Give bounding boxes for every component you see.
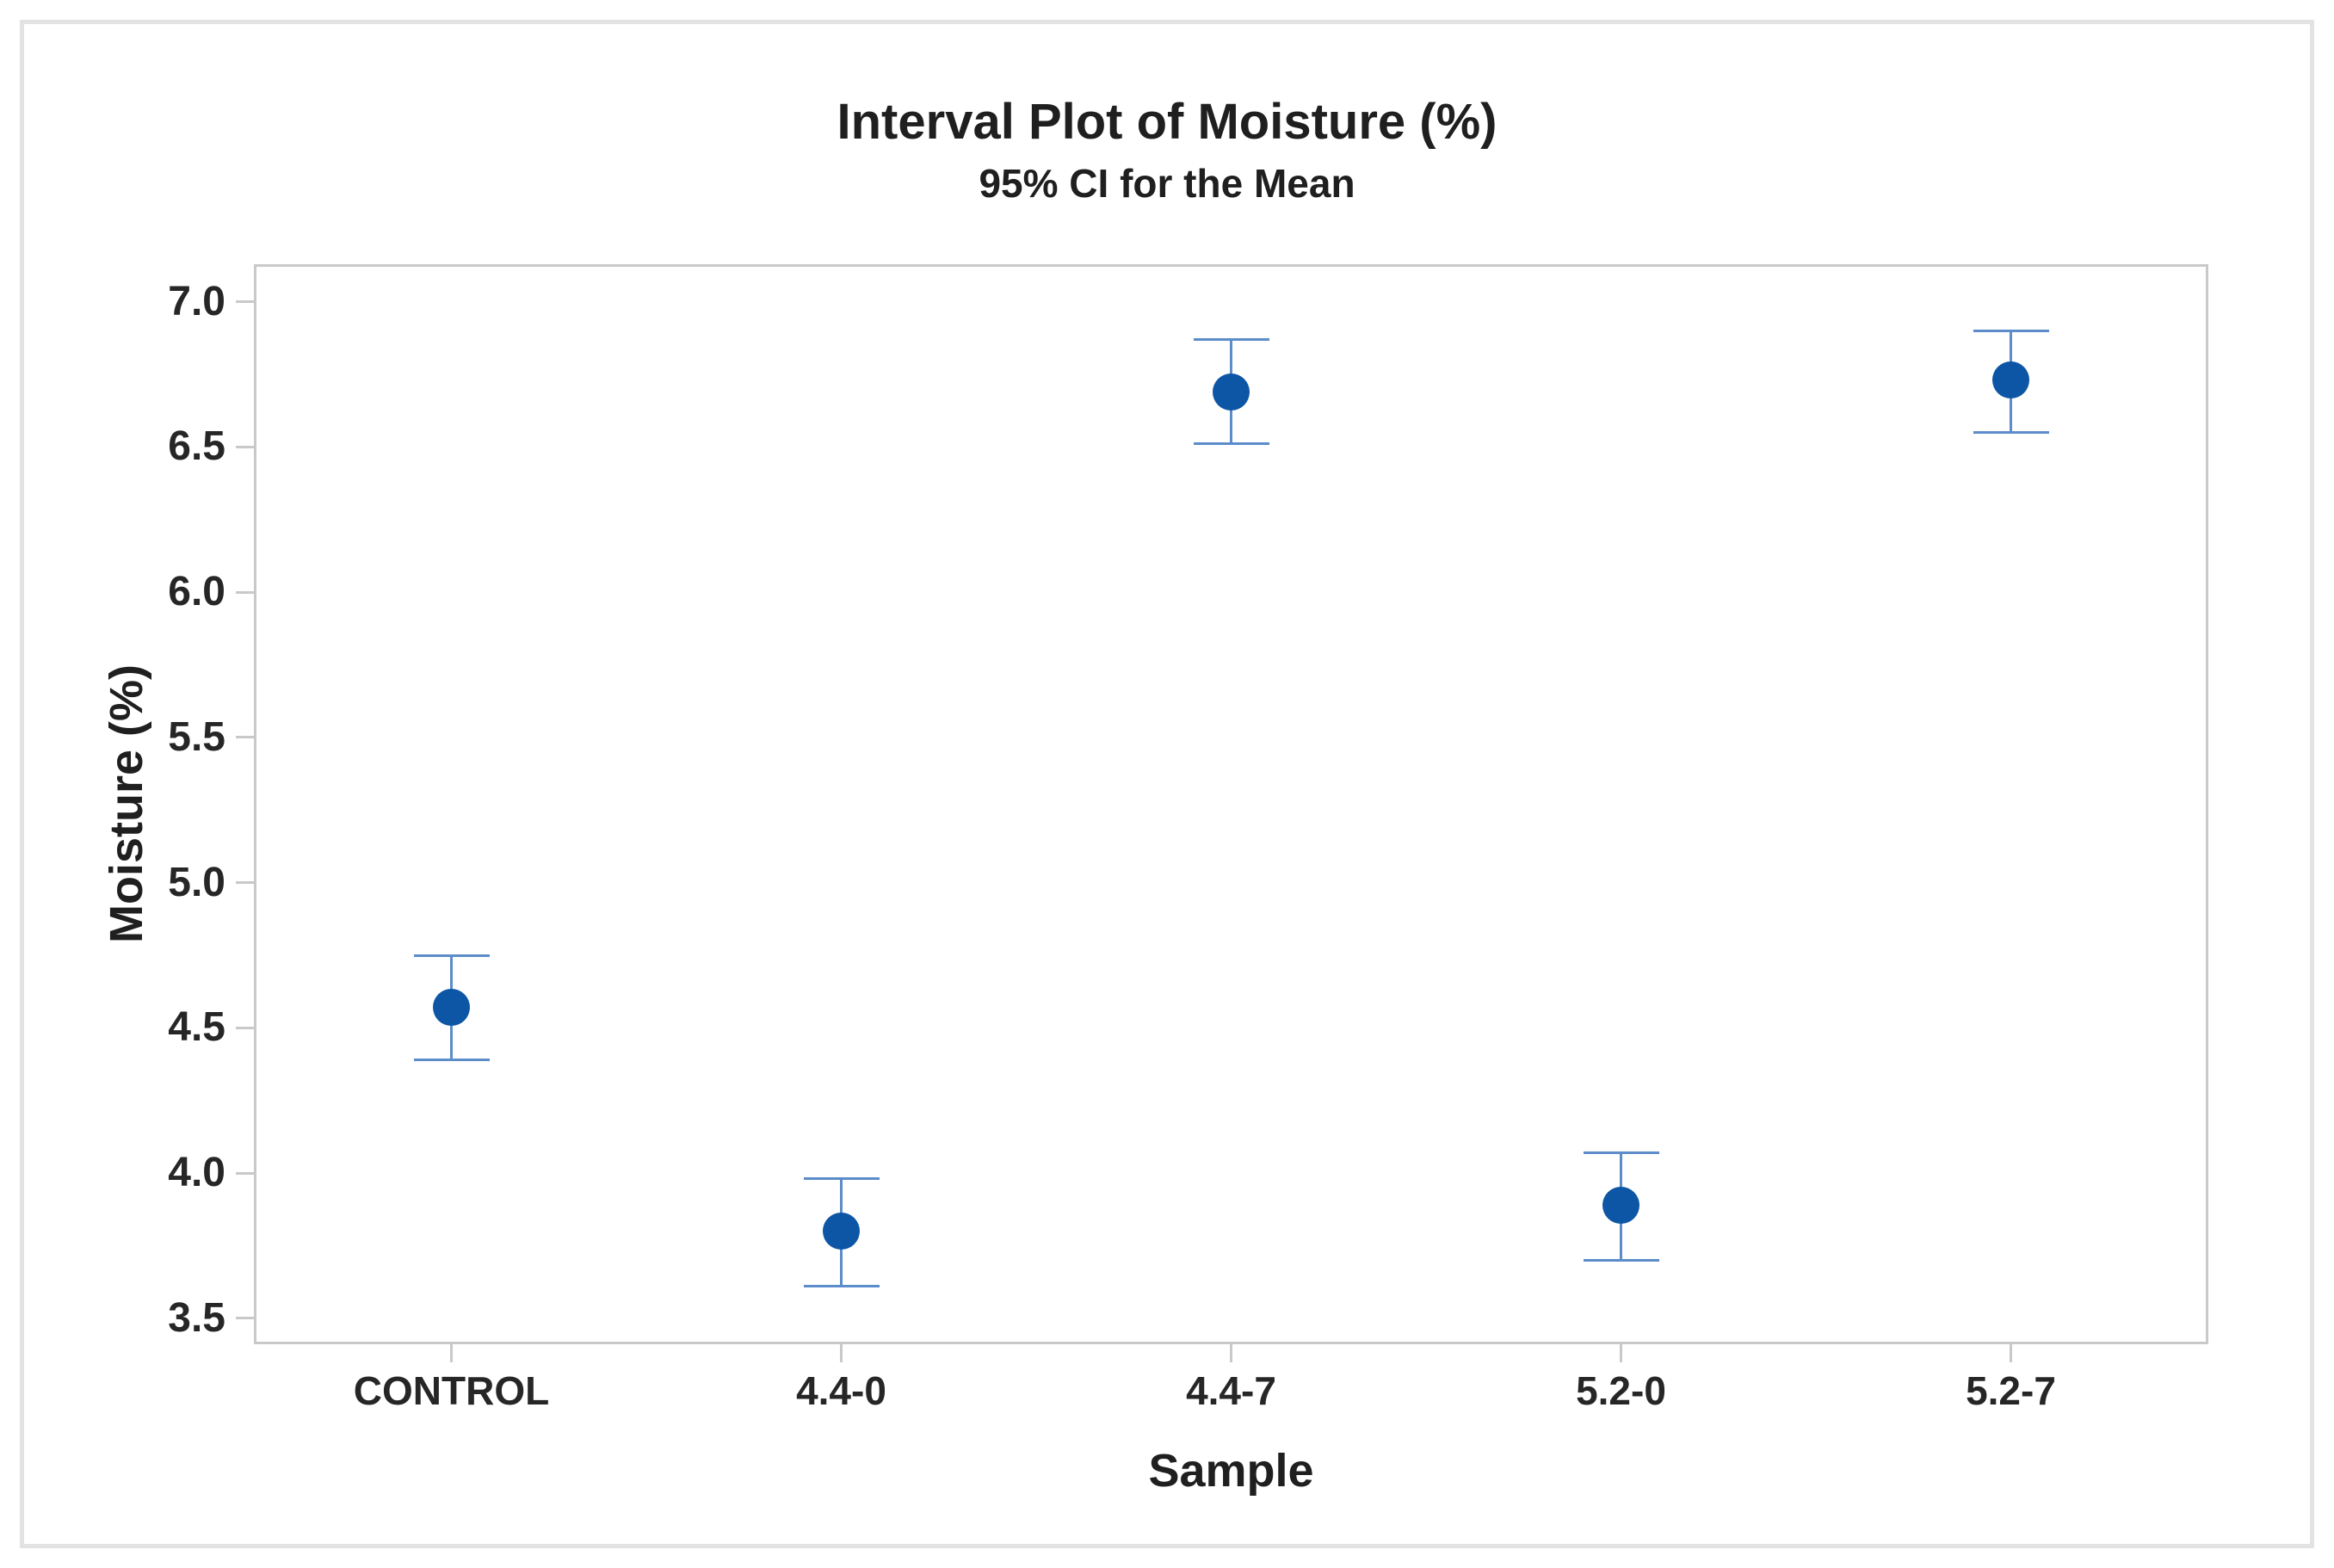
y-tick-line [236,445,254,448]
y-tick-line [236,590,254,594]
mean-dot [1602,1186,1639,1224]
y-tick-line [236,1026,254,1029]
interval-cap-bottom [1973,430,2049,434]
mean-dot [1992,361,2029,399]
chart-title: Interval Plot of Moisture (%) [837,94,1497,150]
y-tick-label: 3.5 [168,1294,225,1341]
interval-cap-top [1193,337,1269,341]
mean-dot [823,1213,860,1250]
y-tick-line [236,1317,254,1320]
interval-cap-top [413,954,490,957]
interval-cap-top [1583,1151,1659,1155]
interval-cap-top [1973,329,2049,332]
x-tick-line [2010,1344,2012,1362]
y-tick-line [236,300,254,303]
y-tick-label: 4.5 [168,1004,225,1051]
x-tick-label: 5.2-0 [1576,1368,1666,1413]
y-tick-line [236,1171,254,1175]
x-tick-label: 4.4-7 [1186,1368,1276,1413]
x-tick-line [450,1344,453,1362]
interval-cap-bottom [1583,1258,1659,1262]
x-tick-line [840,1344,843,1362]
interval-cap-bottom [413,1059,490,1062]
interval-cap-bottom [1193,442,1269,446]
mean-dot [433,989,470,1027]
interval-cap-top [803,1177,880,1181]
x-tick-line [1620,1344,1622,1362]
mean-dot [1213,373,1250,411]
x-axis-title: Sample [1148,1445,1314,1497]
y-tick-label: 6.0 [168,569,225,615]
x-tick-label: 5.2-7 [1966,1368,2056,1413]
x-tick-line [1230,1344,1232,1362]
y-tick-label: 4.0 [168,1150,225,1196]
title-block: Interval Plot of Moisture (%) 95% CI for… [24,91,2310,208]
y-tick-label: 7.0 [168,278,225,324]
y-tick-label: 5.0 [168,859,225,905]
x-tick-label: CONTROL [353,1368,550,1413]
chart-subtitle: 95% CI for the Mean [979,160,1355,206]
y-tick-label: 5.5 [168,713,225,760]
plot-area: 3.5 4.0 4.5 5.0 5.5 6.0 6.5 7.0 CONTROL 4.4-0 4.4-… [168,264,2208,1412]
y-tick-label: 6.5 [168,423,225,470]
y-tick-line [236,881,254,885]
y-tick-line [236,736,254,739]
interval-cap-bottom [803,1285,880,1288]
x-tick-label: 4.4-0 [796,1368,886,1413]
